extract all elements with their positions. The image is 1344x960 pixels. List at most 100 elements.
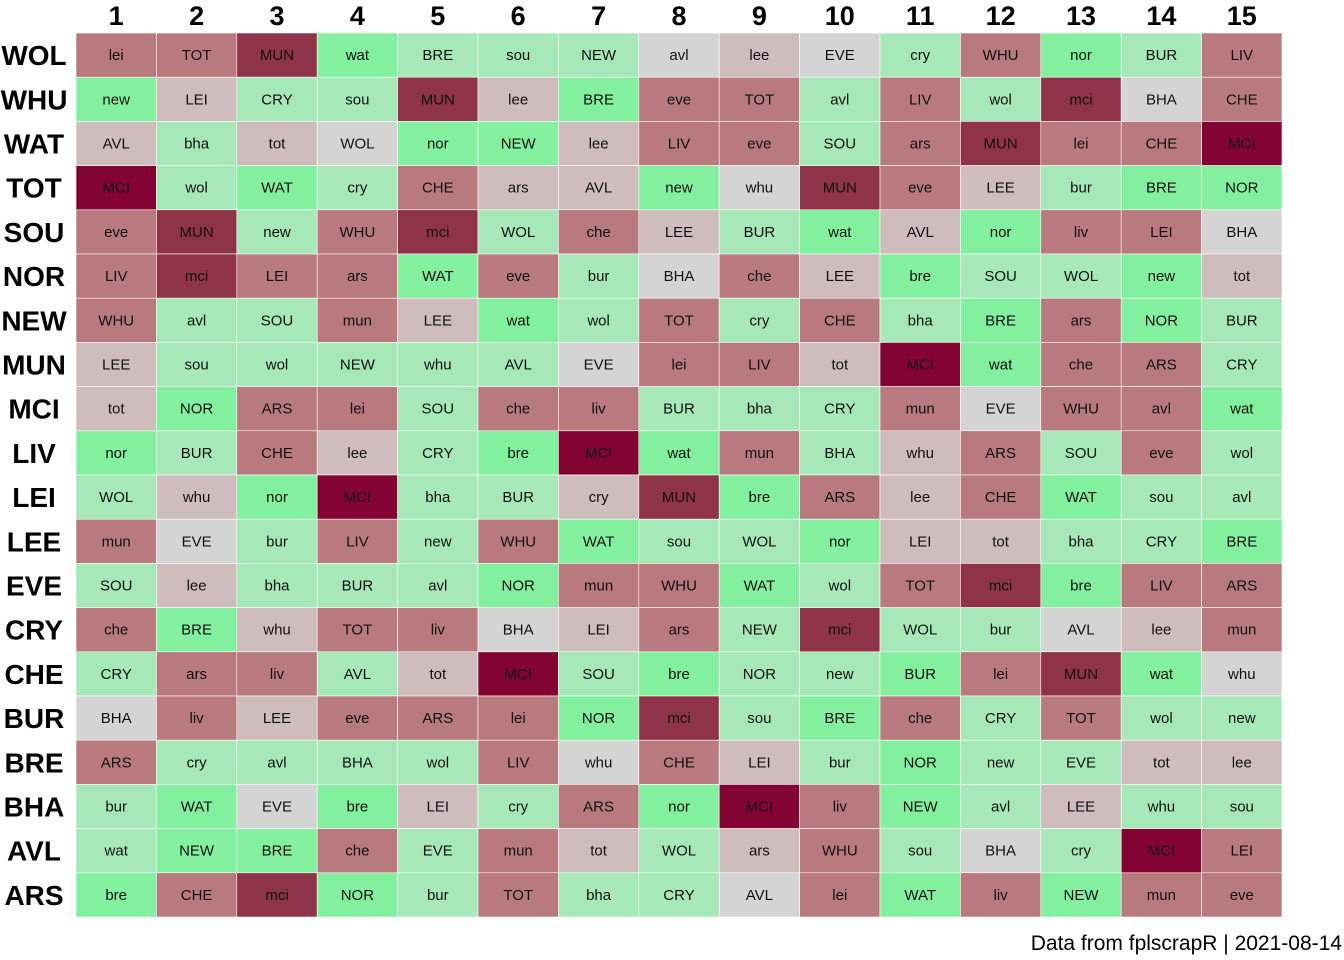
fixture-cell: [960, 651, 1042, 697]
fixture-cell: [1040, 518, 1122, 564]
fixture-cell: [960, 872, 1042, 918]
fixture-cell-label: new: [1228, 710, 1256, 727]
fixture-cell: [1040, 342, 1122, 387]
fixture-cell-label: avl: [1232, 489, 1251, 506]
fixture-cell: [477, 342, 559, 387]
fixture-cell-label: liv: [270, 666, 285, 683]
fixture-cell: [156, 784, 238, 829]
fixture-cell-label: WHU: [98, 312, 134, 329]
fixture-cell-label: bur: [1070, 180, 1092, 197]
fixture-cell-label: ARS: [422, 710, 453, 727]
fixture-cell: [397, 828, 479, 874]
fixture-cell: [960, 518, 1042, 564]
fixture-cell: [236, 651, 318, 697]
fixture-cell-label: BRE: [1146, 180, 1177, 197]
fixture-cell: [397, 784, 479, 829]
fixture-cell: [799, 695, 881, 741]
fixture-cell-label: LIV: [909, 91, 932, 108]
fixture-cell: [75, 342, 157, 387]
fixture-cell: [75, 784, 157, 829]
fixture-cell-label: wat: [1149, 666, 1174, 683]
fixture-cell-label: sou: [1230, 799, 1254, 816]
fixture-cell: [1120, 297, 1202, 343]
fixture-cell: [799, 739, 881, 785]
fixture-cell: [638, 828, 720, 874]
fixture-cell-label: EVE: [262, 799, 292, 816]
fixture-cell-label: BHA: [1226, 224, 1257, 241]
fixture-cell-label: mun: [1227, 622, 1256, 639]
fixture-cell: [477, 386, 559, 432]
fixture-cell: [236, 518, 318, 564]
fixture-cell-label: tot: [108, 401, 126, 418]
fixture-cell: [960, 121, 1042, 166]
fixture-cell-label: wat: [104, 843, 129, 860]
fixture-cell-label: bha: [1068, 533, 1094, 550]
fixture-cell: [1201, 253, 1283, 299]
fixture-cell: [1201, 518, 1283, 564]
fixture-cell: [477, 121, 559, 166]
gameweek-header: 4: [350, 1, 365, 31]
fixture-cell-label: WHU: [983, 47, 1019, 64]
fixture-cell-label: lee: [508, 91, 528, 108]
fixture-cell-label: bre: [105, 887, 127, 904]
fixture-cell: [718, 165, 800, 211]
gameweek-header: 5: [430, 1, 445, 31]
fixture-cell: [558, 607, 640, 653]
fixture-cell-label: BUR: [904, 666, 936, 683]
fixture-cell-label: AVL: [907, 224, 934, 241]
fixture-cell: [477, 253, 559, 299]
fixture-cell-label: bur: [990, 622, 1012, 639]
fixture-cell: [156, 474, 238, 520]
fixture-cell-label: WOL: [742, 533, 776, 550]
fixture-cell-label: bha: [184, 136, 210, 153]
fixture-cell: [799, 607, 881, 653]
fixture-cell: [316, 695, 398, 741]
fixture-cell-label: bre: [909, 268, 931, 285]
fixture-cell-label: CRY: [1146, 533, 1177, 550]
fixture-cell: [638, 121, 720, 166]
fixture-cell-label: mci: [185, 268, 208, 285]
fixture-cell-label: EVE: [182, 533, 212, 550]
fixture-cell-label: ars: [1071, 312, 1092, 329]
fixture-cell: [1120, 872, 1202, 918]
fixture-cell-label: NEW: [903, 799, 939, 816]
fixture-cell: [236, 872, 318, 918]
fixture-cell: [236, 342, 318, 387]
fixture-cell: [879, 828, 961, 874]
fixture-cell-label: MCI: [585, 445, 613, 462]
fixture-cell-label: bre: [347, 799, 369, 816]
fixture-cell-label: LEI: [266, 268, 289, 285]
fixture-cell-label: avl: [1152, 401, 1171, 418]
fixture-cell: [316, 165, 398, 211]
fixture-cell: [718, 386, 800, 432]
fixture-cell-label: whu: [182, 489, 211, 506]
fixture-cell-label: wat: [988, 357, 1013, 374]
fixture-cell: [1201, 32, 1283, 78]
fixture-cell-label: lei: [350, 401, 365, 418]
fixture-cell: [1201, 695, 1283, 741]
gameweek-header: 8: [671, 1, 686, 31]
fixture-cell: [1201, 739, 1283, 785]
fixture-cell-label: WAT: [422, 268, 454, 285]
fixture-cell-label: AVL: [505, 357, 532, 374]
fixture-cell: [638, 474, 720, 520]
fixture-cell: [1120, 607, 1202, 653]
fixture-cell: [156, 386, 238, 432]
fixture-cell-label: CRY: [422, 445, 453, 462]
fixture-cell: [316, 386, 398, 432]
fixture-cell-label: WHU: [339, 224, 375, 241]
fixture-cell: [799, 342, 881, 387]
fixture-cell-label: bre: [749, 489, 771, 506]
fixture-cell: [397, 76, 479, 122]
fixture-cell-label: EVE: [584, 357, 614, 374]
fixture-cell: [638, 518, 720, 564]
fixture-cell-label: avl: [669, 47, 688, 64]
fixture-cell-label: ars: [347, 268, 368, 285]
fixture-cell: [558, 872, 640, 918]
fixture-cell: [156, 518, 238, 564]
fixture-cell: [477, 297, 559, 343]
fixture-cell-label: mun: [504, 843, 533, 860]
fixture-cell: [156, 695, 238, 741]
fixture-cell-label: eve: [1149, 445, 1173, 462]
fixture-cell-label: BHA: [503, 622, 534, 639]
